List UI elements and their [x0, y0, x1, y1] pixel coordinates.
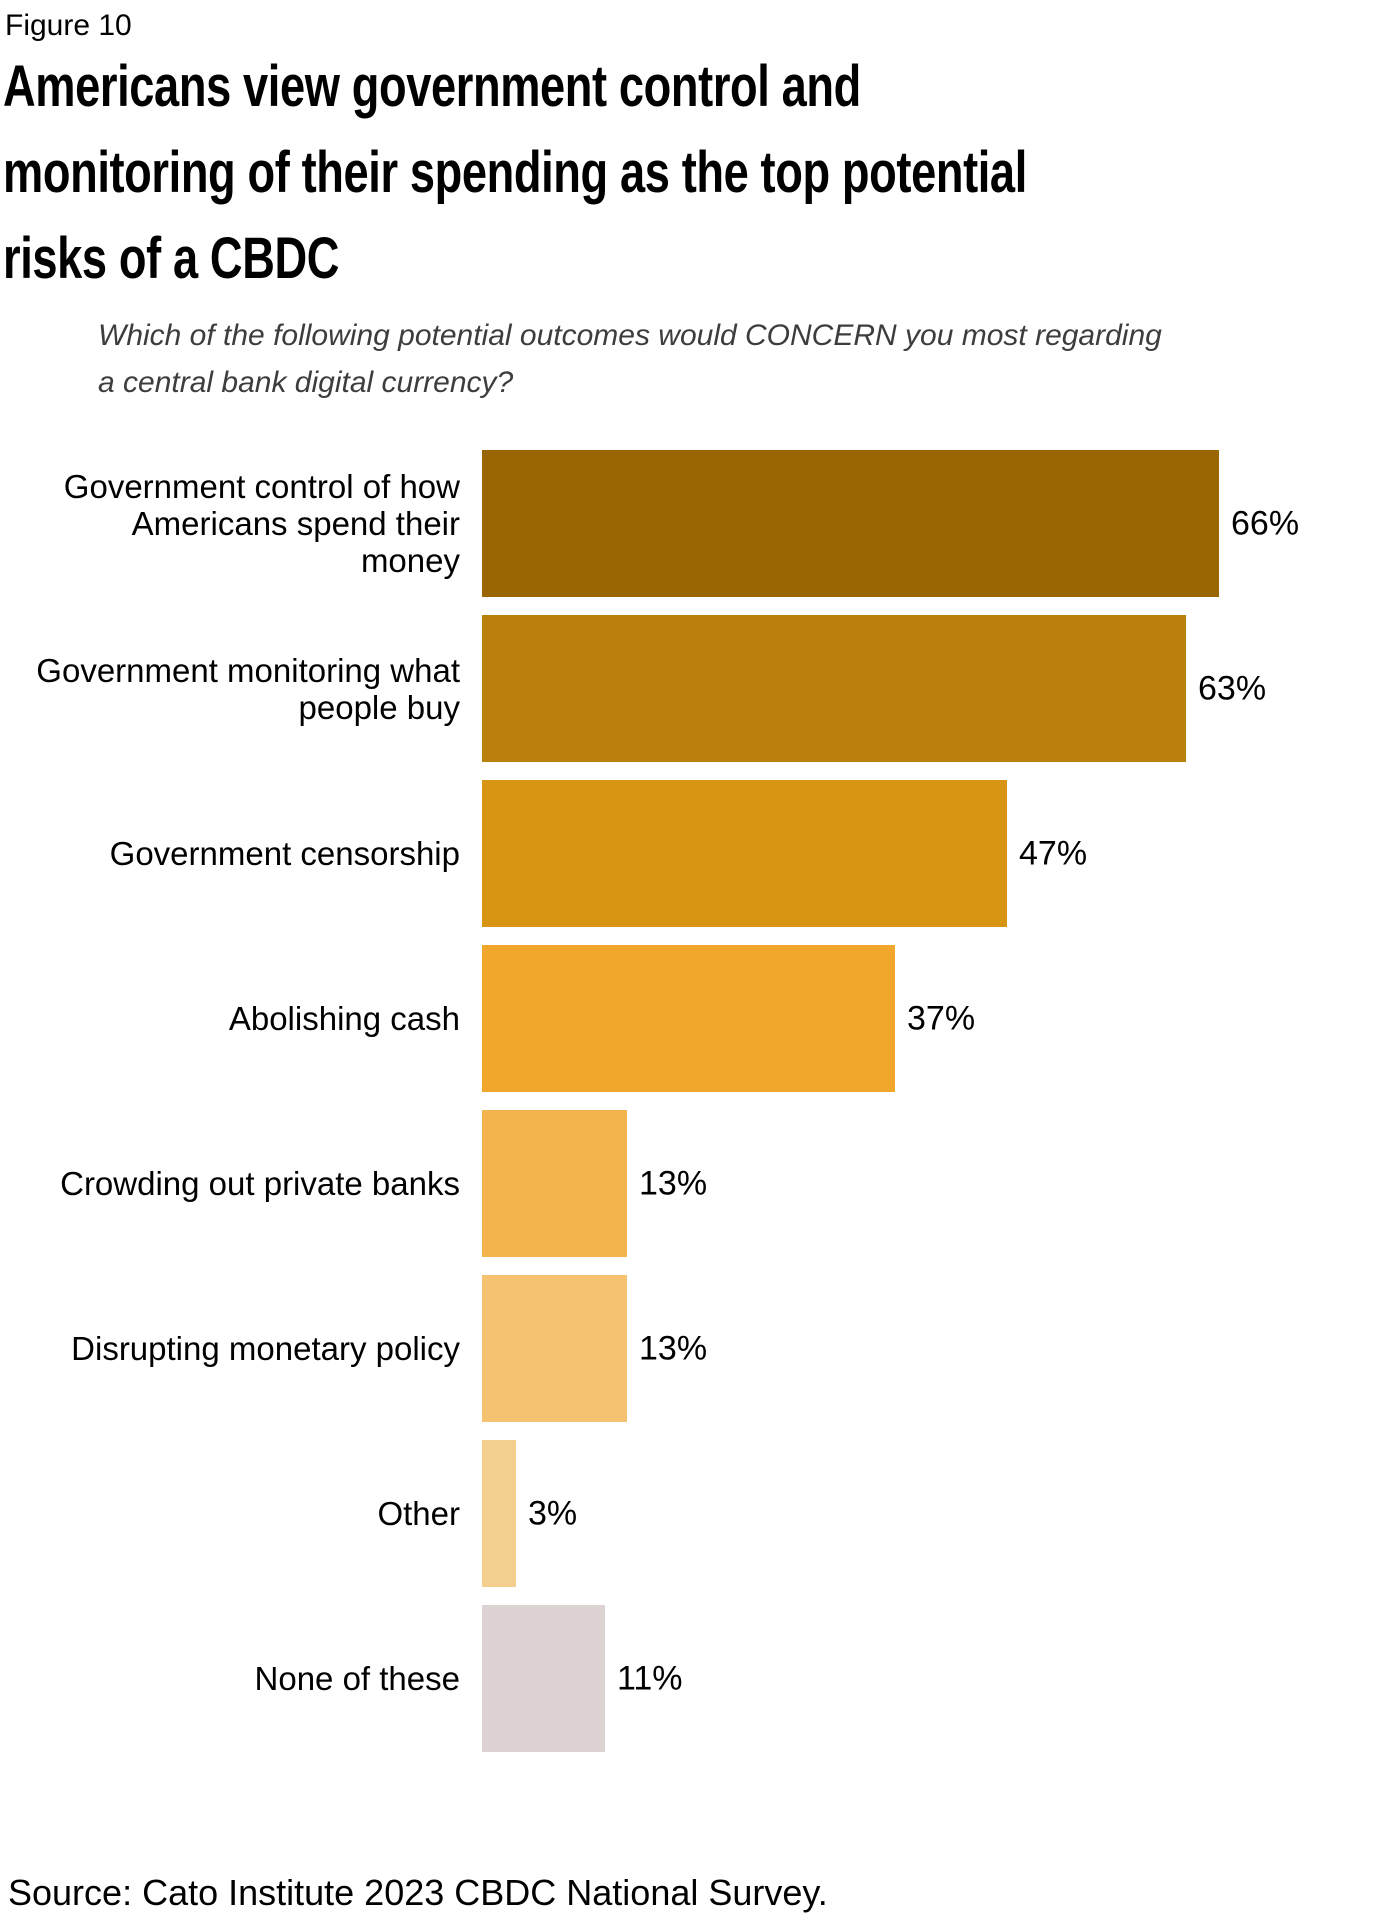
value-label: 47% [1019, 834, 1088, 872]
bar [482, 450, 1219, 597]
bar [482, 780, 1007, 927]
chart-title: Americans view government control and mo… [3, 54, 1027, 291]
category-label: None of these [254, 1660, 460, 1697]
chart-row: None of these 11% [0, 1605, 1400, 1752]
category-label: Crowding out private banks [60, 1165, 460, 1202]
chart-row: Government monitoring what people buy 63… [0, 615, 1400, 762]
category-label: Abolishing cash [228, 1000, 460, 1037]
value-label: 37% [907, 999, 976, 1037]
category-label: Government censorship [109, 835, 460, 872]
value-label: 13% [639, 1164, 708, 1202]
value-label: 63% [1198, 669, 1267, 707]
chart-row: Abolishing cash 37% [0, 945, 1400, 1092]
figure-number: Figure 10 [5, 9, 132, 42]
bar [482, 1110, 627, 1257]
bar [482, 1605, 605, 1752]
category-label: Other [377, 1495, 460, 1532]
chart-row: Disrupting monetary policy 13% [0, 1275, 1400, 1422]
chart-row: Government censorship 47% [0, 780, 1400, 927]
bar [482, 615, 1186, 762]
chart-row: Other 3% [0, 1440, 1400, 1587]
chart-subtitle: Which of the following potential outcome… [98, 319, 1162, 399]
value-label: 13% [639, 1329, 708, 1367]
source-note: Source: Cato Institute 2023 CBDC Nationa… [8, 1872, 828, 1913]
value-label: 66% [1231, 504, 1300, 542]
bar-chart: Government control of how Americans spen… [0, 450, 1400, 1770]
category-label: Government monitoring what people buy [36, 651, 460, 726]
value-label: 3% [528, 1494, 578, 1532]
value-label: 11% [617, 1659, 683, 1697]
bar [482, 945, 895, 1092]
bar [482, 1440, 516, 1587]
chart-row: Government control of how Americans spen… [0, 450, 1400, 597]
bar [482, 1275, 627, 1422]
chart-row: Crowding out private banks 13% [0, 1110, 1400, 1257]
category-label: Disrupting monetary policy [71, 1330, 460, 1367]
category-label: Government control of how Americans spen… [63, 468, 460, 579]
